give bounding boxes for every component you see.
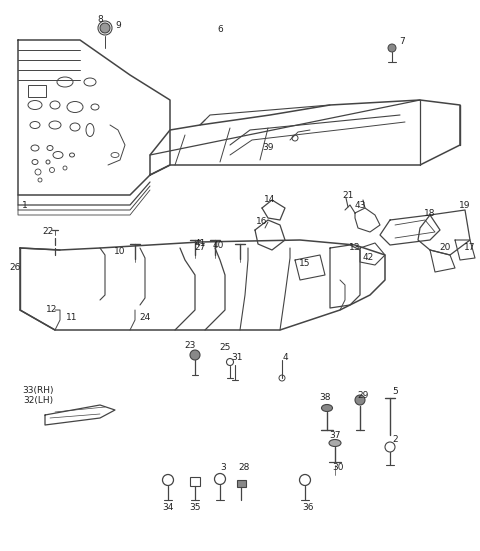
Text: 23: 23 xyxy=(184,341,196,349)
Bar xyxy=(190,477,200,486)
Text: 24: 24 xyxy=(139,314,151,322)
Text: 30: 30 xyxy=(332,463,344,473)
Bar xyxy=(237,480,246,487)
Text: 15: 15 xyxy=(299,258,311,267)
Text: 36: 36 xyxy=(302,504,314,512)
Circle shape xyxy=(355,395,365,405)
Text: 33(RH): 33(RH) xyxy=(22,386,54,395)
Text: 38: 38 xyxy=(319,393,331,402)
Text: 2: 2 xyxy=(392,435,398,445)
Ellipse shape xyxy=(322,404,333,412)
Text: 26: 26 xyxy=(9,263,21,273)
Text: 13: 13 xyxy=(349,244,361,252)
Ellipse shape xyxy=(329,440,341,446)
Text: 7: 7 xyxy=(399,37,405,46)
Text: 29: 29 xyxy=(357,391,369,399)
Circle shape xyxy=(190,350,200,360)
Text: 9: 9 xyxy=(115,20,121,30)
Text: 34: 34 xyxy=(162,504,174,512)
Text: 20: 20 xyxy=(439,244,451,252)
Text: 43: 43 xyxy=(354,201,366,209)
Text: 12: 12 xyxy=(46,305,58,315)
Text: 21: 21 xyxy=(342,191,354,199)
Text: 19: 19 xyxy=(459,201,471,209)
Text: 22: 22 xyxy=(42,228,54,236)
Text: 40: 40 xyxy=(212,240,224,250)
Text: 14: 14 xyxy=(264,196,276,204)
Text: 35: 35 xyxy=(189,504,201,512)
Circle shape xyxy=(388,44,396,52)
Text: 3: 3 xyxy=(220,463,226,473)
Text: 11: 11 xyxy=(66,314,78,322)
Text: 4: 4 xyxy=(282,353,288,361)
Circle shape xyxy=(100,23,110,33)
Text: 41: 41 xyxy=(194,240,206,249)
Text: 16: 16 xyxy=(256,218,268,226)
Text: 18: 18 xyxy=(424,208,436,218)
Text: 10: 10 xyxy=(114,247,126,257)
Bar xyxy=(28,85,46,97)
Text: 31: 31 xyxy=(231,354,243,363)
Text: 27: 27 xyxy=(194,244,206,252)
Text: 37: 37 xyxy=(329,430,341,440)
Text: 39: 39 xyxy=(262,143,274,153)
Text: 42: 42 xyxy=(362,253,373,262)
Text: 5: 5 xyxy=(392,387,398,397)
Text: 32(LH): 32(LH) xyxy=(23,396,53,404)
Text: 8: 8 xyxy=(97,15,103,24)
Text: 1: 1 xyxy=(22,201,28,209)
Text: 28: 28 xyxy=(238,463,250,473)
Text: 25: 25 xyxy=(219,343,231,353)
Text: 17: 17 xyxy=(464,244,476,252)
Text: 6: 6 xyxy=(217,25,223,35)
